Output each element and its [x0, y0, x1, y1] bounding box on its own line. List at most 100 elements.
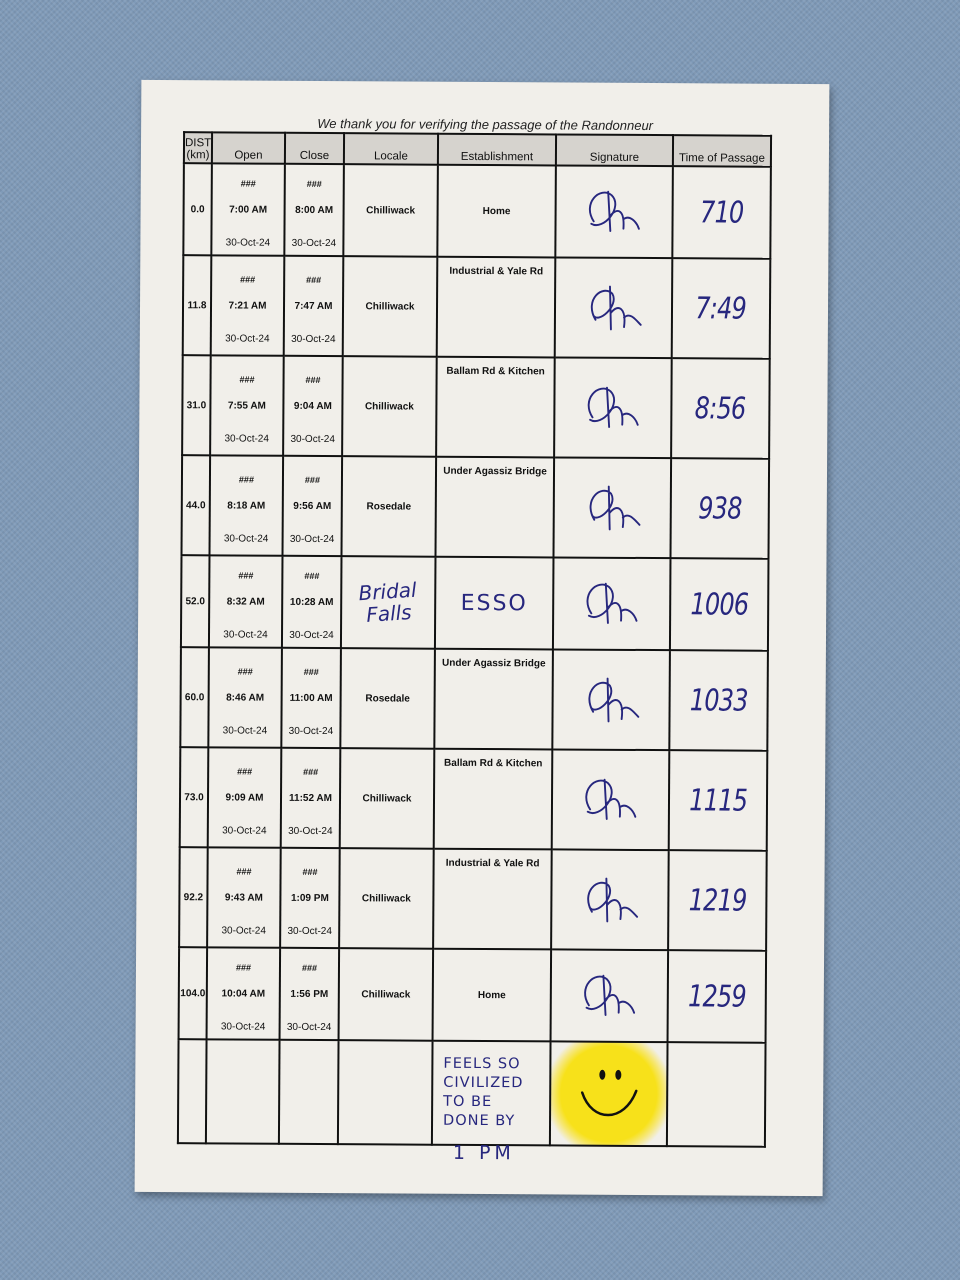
note-line: DONE BY	[443, 1112, 516, 1130]
signature-scribble	[586, 877, 638, 922]
time-of-passage-cell: 938	[670, 458, 770, 559]
establishment-cell: Industrial & Yale Rd	[436, 256, 556, 358]
signature-cell	[553, 457, 672, 559]
signature-scribble	[587, 677, 639, 722]
close-time: 1:09 PM	[290, 892, 329, 904]
time-of-passage-cell: 710	[672, 166, 771, 259]
distance: 0.0	[190, 203, 205, 215]
empty-cell	[278, 1039, 339, 1145]
close-cell: ### 8:00 AM 30-Oct-24	[284, 163, 344, 257]
signature-scribble	[590, 285, 642, 330]
establishment-cell: Under Agassiz Bridge	[434, 648, 553, 750]
signature-cell	[552, 649, 670, 751]
close-cell: ### 10:28 AM 30-Oct-24	[281, 555, 342, 649]
time-of-passage-cell: 1115	[668, 750, 768, 851]
locale: Chilliwack	[365, 300, 415, 313]
signature-scribble	[584, 778, 636, 820]
distance-cell: 31.0	[182, 355, 211, 456]
establishment-cell: Home	[432, 948, 552, 1042]
distance: 60.0	[184, 691, 205, 703]
time-of-passage: 1259	[687, 978, 746, 1015]
establishment: Under Agassiz Bridge	[443, 465, 547, 478]
time-of-passage-cell: 7:49	[671, 258, 771, 359]
close-time: 8:00 AM	[295, 204, 334, 216]
close-time: 7:47 AM	[294, 300, 333, 312]
open-time: 7:21 AM	[228, 299, 267, 312]
open-cell: ### 8:46 AM 30-Oct-24	[208, 647, 282, 748]
signature-scribble	[589, 485, 640, 530]
note-line: TO BE	[443, 1093, 493, 1111]
time-of-passage-cell: 1219	[668, 850, 767, 951]
open-time: 8:32 AM	[226, 595, 265, 608]
distance: 104.0	[180, 987, 206, 999]
time-of-passage: 1219	[688, 882, 747, 919]
smiley-face-icon	[580, 1069, 637, 1116]
time-of-passage-cell: 1259	[667, 950, 767, 1043]
locale-cell: Bridal Falls	[340, 556, 436, 649]
locale-cell: Chilliwack	[339, 748, 435, 849]
close-cell: ### 7:47 AM 30-Oct-24	[283, 255, 344, 357]
time-of-passage: 7:49	[695, 290, 747, 327]
establishment: Ballam Rd & Kitchen	[444, 757, 543, 770]
column-header: DIST (km)	[183, 132, 213, 164]
column-header: Locale	[343, 133, 439, 165]
open-time: 10:04 AM	[221, 987, 266, 1000]
signature-scribble	[586, 582, 637, 624]
open-time: 7:55 AM	[227, 399, 266, 412]
signature-cell	[551, 749, 670, 851]
close-time: 10:28 AM	[289, 596, 334, 608]
locale: Chilliwack	[361, 988, 411, 1001]
time-of-passage: 1115	[688, 782, 748, 819]
signature-cell	[552, 557, 671, 651]
checkpoint-row: 31.0 ### 7:55 AM 30-Oct-24 ### 9:04 AM 30-Oc…	[182, 355, 770, 459]
close-time: 9:56 AM	[293, 500, 332, 512]
signature-cell	[554, 257, 673, 359]
smiley-cell	[549, 1041, 668, 1147]
time-of-passage: 1033	[689, 682, 748, 719]
open-time: 8:18 AM	[227, 499, 266, 512]
establishment-cell: Ballam Rd & Kitchen	[433, 748, 553, 850]
establishment: Ballam Rd & Kitchen	[446, 365, 545, 378]
column-header: Establishment	[437, 133, 557, 166]
distance-cell: 44.0	[181, 455, 211, 556]
establishment: Home	[477, 989, 506, 1001]
distance-cell: 92.2	[179, 847, 208, 948]
locale-cell: Chilliwack	[342, 356, 437, 457]
close-time: 11:52 AM	[288, 792, 333, 804]
close-cell: ### 11:00 AM 30-Oct-24	[281, 647, 341, 749]
distance: 52.0	[185, 595, 205, 607]
locale: Chilliwack	[361, 892, 411, 905]
time-of-passage: 710	[699, 194, 744, 231]
locale-cell: Chilliwack	[338, 948, 434, 1041]
locale: Chilliwack	[364, 400, 414, 413]
time-of-passage: 938	[697, 490, 742, 527]
locale-cell: Rosedale	[341, 456, 437, 557]
time-of-passage-cell: 8:56	[671, 358, 770, 459]
distance-cell: 52.0	[180, 555, 210, 648]
checkpoint-row: 60.0 ### 8:46 AM 30-Oct-24 ### 11:00 AM 30-O…	[180, 647, 768, 751]
handwritten-note: FEELS SO CIVILIZED TO BE DONE BY	[431, 1040, 551, 1146]
establishment: Home	[482, 205, 511, 217]
column-header: Signature	[555, 134, 674, 167]
time-of-passage-cell: 1033	[669, 650, 768, 751]
establishment-cell: ESSO	[434, 556, 554, 650]
locale: Chilliwack	[362, 792, 412, 805]
time-of-passage: 8:56	[694, 390, 746, 427]
signature-cell	[554, 357, 672, 459]
locale: Rosedale	[365, 692, 410, 705]
checkpoint-row: 52.0 ### 8:32 AM 30-Oct-24 ### 10:28 AM 30-O…	[180, 555, 769, 651]
distance-cell: 73.0	[179, 747, 209, 848]
locale: Rosedale	[366, 500, 412, 513]
locale: Chilliwack	[366, 204, 416, 217]
distance-cell: 60.0	[180, 647, 209, 748]
note-line: CIVILIZED	[443, 1074, 524, 1092]
close-cell: ### 9:56 AM 30-Oct-24	[282, 455, 343, 557]
establishment-cell: Under Agassiz Bridge	[435, 456, 555, 558]
empty-cell	[205, 1039, 280, 1144]
distance: 73.0	[184, 791, 204, 803]
establishment-cell: Industrial & Yale Rd	[433, 848, 552, 950]
note-line: FEELS SO	[443, 1055, 521, 1073]
signature-cell	[550, 949, 669, 1043]
signature-scribble	[588, 190, 640, 232]
signature-cell	[555, 165, 673, 259]
